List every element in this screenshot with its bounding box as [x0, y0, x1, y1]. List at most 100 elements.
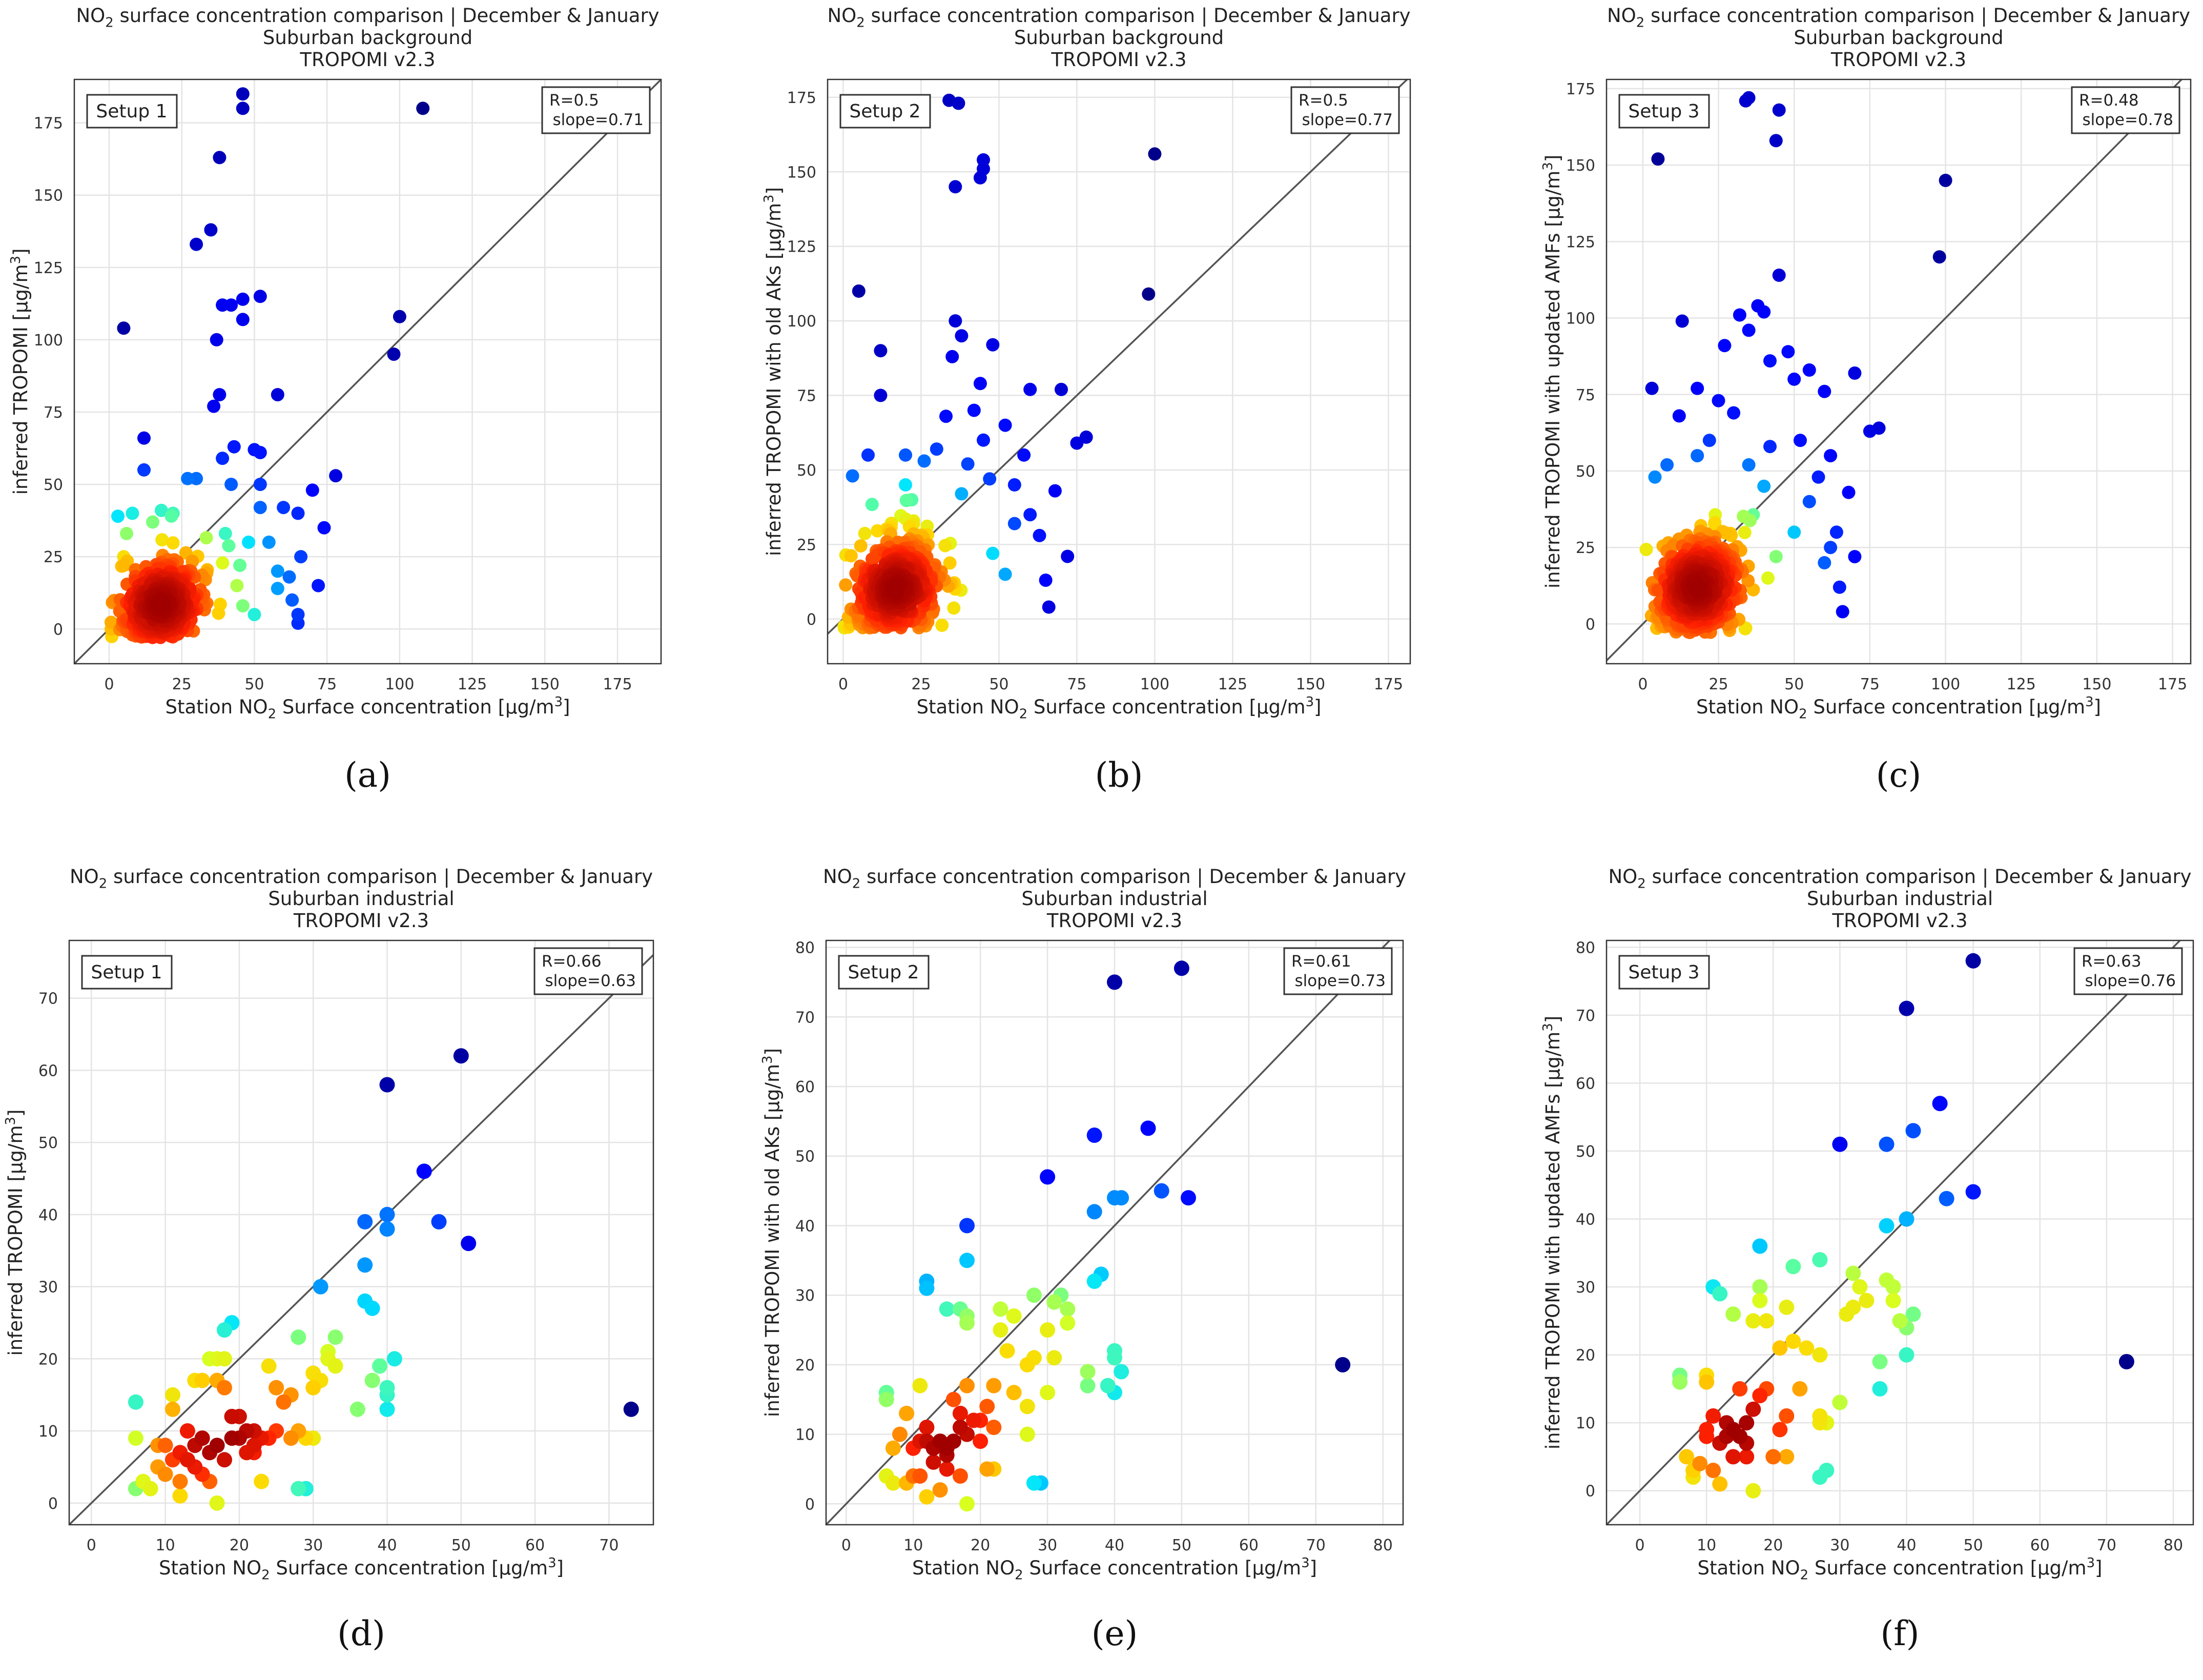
data-point	[1965, 1184, 1981, 1200]
x-tick-label: 10	[1697, 1536, 1716, 1554]
data-point	[1702, 434, 1716, 447]
data-point	[157, 1438, 173, 1453]
data-point	[291, 608, 305, 622]
data-point	[117, 321, 131, 335]
data-point	[1905, 1306, 1921, 1322]
chart-title-line: TROPOMI v2.3	[1051, 49, 1186, 71]
data-point	[885, 1475, 901, 1491]
data-point	[1712, 1476, 1728, 1492]
y-tick-label: 25	[44, 548, 63, 566]
data-point	[253, 478, 267, 491]
data-point	[1752, 1293, 1768, 1308]
data-point	[1733, 308, 1746, 322]
data-point	[959, 1315, 975, 1331]
data-point	[1932, 1096, 1948, 1112]
plot-area	[1607, 940, 2193, 1525]
y-tick-label: 150	[1566, 157, 1595, 175]
stats-slope-value: slope=0.78	[2083, 111, 2173, 129]
x-tick-label: 125	[458, 675, 487, 693]
plot-frame	[1605, 78, 2192, 665]
data-point	[305, 1380, 321, 1396]
x-tick-label: 60	[525, 1536, 545, 1554]
data-point	[1712, 1286, 1728, 1302]
data-point	[1039, 573, 1053, 587]
data-point	[312, 579, 325, 592]
data-point	[282, 570, 296, 584]
chart-title-line: NO2 surface concentration comparison | D…	[70, 866, 653, 891]
data-point	[955, 487, 969, 501]
stats-r-value: R=0.66	[542, 952, 602, 971]
data-point	[1718, 339, 1732, 353]
data-point	[1692, 1456, 1708, 1471]
data-point	[1033, 528, 1046, 542]
y-tick-label: 50	[1576, 463, 1595, 481]
x-tick-label: 0	[87, 1536, 96, 1554]
data-point	[357, 1214, 373, 1230]
data-point	[1787, 525, 1801, 539]
x-tick-label: 80	[1373, 1536, 1393, 1554]
data-point	[1885, 1293, 1901, 1308]
data-point	[137, 431, 151, 445]
setup-label-box	[839, 94, 931, 129]
chart-title-line: NO2 surface concentration comparison | D…	[827, 5, 1410, 30]
y-tick-label: 60	[1576, 1075, 1595, 1093]
data-point	[1772, 1422, 1788, 1438]
density-point	[858, 526, 872, 540]
x-tick-label: 75	[317, 675, 337, 693]
data-point	[892, 1426, 908, 1442]
data-point	[224, 478, 238, 491]
data-point	[1705, 1463, 1721, 1478]
setup-label-box	[86, 94, 178, 129]
data-point	[1752, 1279, 1768, 1295]
chart-panel-a: 0 25 50 75 100 125 150 175 0 25 50 75 100 125 150 175 St…	[8, 5, 662, 795]
data-point	[885, 1440, 901, 1456]
data-point	[1848, 366, 1862, 380]
x-tick-label: 50	[1784, 675, 1804, 693]
x-tick-label: 125	[1218, 675, 1247, 693]
x-tick-label: 30	[1830, 1536, 1849, 1554]
data-point	[1824, 541, 1838, 555]
data-point	[986, 1420, 1002, 1435]
data-point	[1007, 478, 1021, 491]
data-point	[236, 87, 250, 101]
data-point	[1725, 1422, 1741, 1438]
data-point	[852, 284, 866, 298]
data-point	[1757, 479, 1771, 493]
data-point	[1026, 1287, 1042, 1303]
chart-panel-f: 0 10 20 30 40 50 60 70 80 0 10 20 30 40 50 60 70 80 Statio…	[1540, 866, 2194, 1653]
scatter-points	[1607, 940, 2181, 1525]
density-point	[104, 616, 118, 629]
x-tick-label: 100	[385, 675, 414, 693]
stats-box	[1290, 86, 1400, 134]
data-point	[120, 527, 133, 540]
scatter-points	[828, 79, 1409, 636]
y-tick-label: 40	[1576, 1211, 1595, 1228]
data-point	[1745, 1483, 1761, 1499]
data-point	[1802, 495, 1816, 508]
chart-title-line: TROPOMI v2.3	[299, 49, 435, 71]
data-point	[2118, 1354, 2134, 1369]
data-point	[899, 478, 912, 491]
data-point	[157, 1466, 173, 1482]
data-point	[1648, 470, 1662, 484]
data-point	[949, 314, 962, 328]
data-point	[1824, 449, 1838, 463]
data-point	[999, 1343, 1015, 1359]
data-point	[1905, 1123, 1921, 1139]
data-point	[1785, 1259, 1801, 1275]
data-point	[207, 399, 221, 413]
x-tick-label: 175	[603, 675, 632, 693]
data-point	[874, 344, 888, 358]
data-point	[1651, 152, 1665, 166]
data-point	[209, 1495, 225, 1511]
data-point	[1181, 1190, 1196, 1206]
x-tick-label: 75	[1860, 675, 1880, 693]
data-point	[979, 1461, 995, 1477]
data-point	[986, 338, 1000, 352]
data-point	[254, 1473, 270, 1489]
y-axis-label: inferred TROPOMI with updated AMFs [µg/m…	[1540, 1016, 1564, 1449]
data-point	[1752, 1238, 1768, 1254]
x-tick-label: 75	[1067, 675, 1086, 693]
y-axis-label: inferred TROPOMI with old AKs [µg/m3]	[760, 1048, 784, 1417]
density-point	[155, 533, 169, 547]
